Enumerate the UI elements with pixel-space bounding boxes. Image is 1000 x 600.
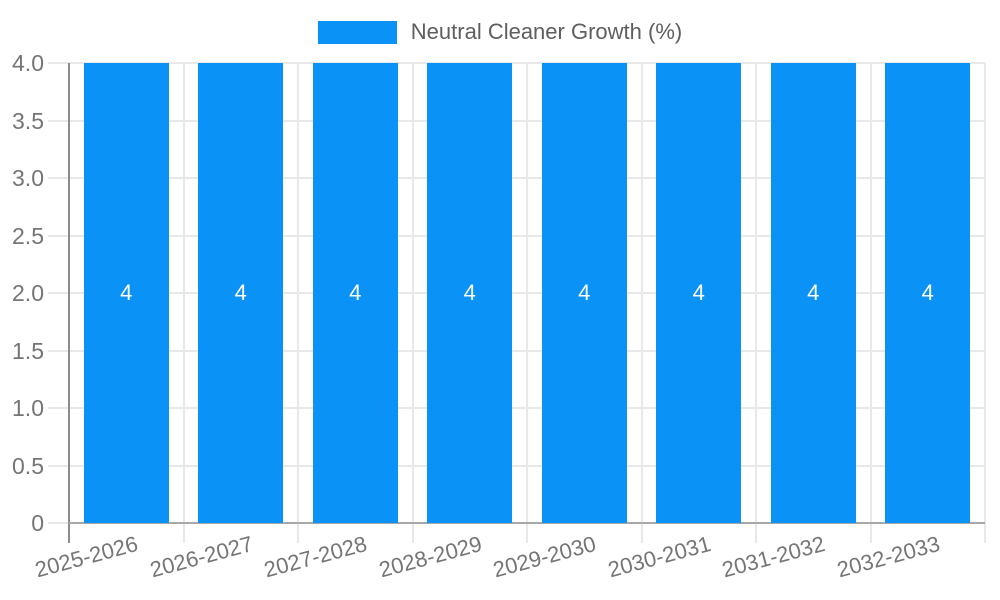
gridline-horizontal (48, 119, 985, 122)
y-axis-line (68, 63, 70, 543)
bar-value-label: 4 (692, 280, 705, 305)
gridline-vertical (297, 63, 299, 543)
gridline-vertical (182, 63, 185, 543)
bar-value-label: 4 (921, 280, 934, 305)
gridline-horizontal (48, 62, 985, 64)
plot-right-border (984, 63, 986, 543)
legend: Neutral Cleaner Growth (%) (0, 19, 1000, 45)
gridline-horizontal (48, 177, 985, 179)
bar[interactable] (656, 63, 742, 523)
y-axis-label: 2.0 (12, 280, 44, 306)
bar-value-label: 4 (234, 280, 247, 305)
gridline-vertical (411, 63, 414, 543)
gridline-horizontal (48, 407, 985, 409)
x-axis-line (69, 522, 985, 524)
y-axis-label: 2.5 (12, 222, 44, 249)
gridline-horizontal (48, 349, 985, 352)
y-axis-label: 3.0 (12, 165, 44, 191)
gridline-vertical (526, 63, 528, 543)
bar[interactable] (885, 63, 971, 523)
bar-value-label: 4 (349, 280, 362, 305)
bar-value-label: 4 (120, 280, 133, 305)
y-axis-label: 0.5 (12, 452, 44, 479)
bar[interactable] (83, 63, 169, 523)
gridline-horizontal (48, 464, 985, 467)
bar[interactable] (198, 63, 284, 523)
legend-swatch[interactable] (317, 20, 397, 44)
y-axis-label: 4.0 (12, 50, 44, 76)
y-axis-label: 1.5 (12, 337, 44, 364)
gridline-horizontal (48, 234, 985, 237)
bar[interactable] (312, 63, 398, 523)
legend-label[interactable]: Neutral Cleaner Growth (%) (410, 19, 683, 44)
gridline-vertical (755, 63, 757, 543)
y-axis-label: 3.5 (12, 107, 44, 134)
gridline-vertical (640, 63, 643, 543)
gridline-horizontal (48, 292, 985, 294)
bar-value-label: 4 (807, 280, 820, 305)
gridline-vertical (869, 63, 872, 543)
y-axis-label: 1.0 (12, 395, 44, 421)
bar[interactable] (427, 63, 513, 523)
bar-value-label: 4 (578, 280, 591, 305)
bar[interactable] (541, 63, 627, 523)
bar-value-label: 4 (463, 280, 476, 305)
y-axis-label: 0 (31, 510, 44, 536)
bar[interactable] (770, 63, 856, 523)
